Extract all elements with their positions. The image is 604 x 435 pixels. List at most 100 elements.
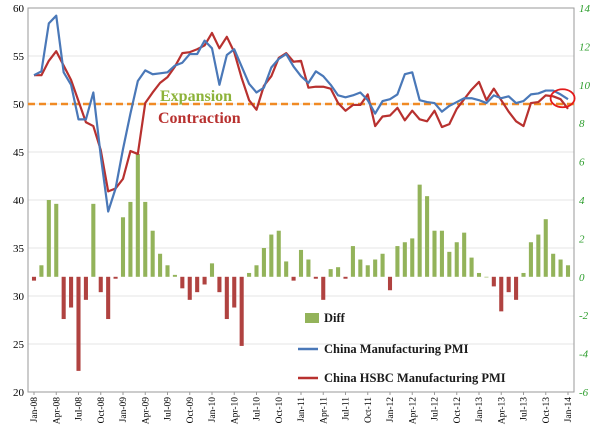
x-tick-label: Jul-12 — [431, 397, 441, 421]
diff-bar — [402, 242, 407, 277]
left-y-tick-label: 20 — [13, 387, 25, 399]
right-y-tick-label: 6 — [579, 157, 585, 169]
x-tick-label: Jan-11 — [297, 397, 307, 422]
diff-bar — [447, 251, 452, 277]
diff-bar — [291, 276, 296, 281]
left-y-tick-label: 55 — [13, 51, 25, 63]
diff-bar — [514, 276, 519, 300]
diff-bar — [358, 259, 363, 277]
right-y-tick-label: 0 — [579, 272, 585, 284]
x-tick-label: Apr-13 — [497, 397, 507, 424]
annotations: Expansion Contraction — [158, 88, 576, 127]
legend-label-official: China Manufacturing PMI — [324, 342, 469, 356]
diff-bar — [31, 276, 37, 281]
diff-bar — [491, 276, 496, 287]
expansion-label: Expansion — [160, 88, 232, 105]
x-tick-label: Jul-09 — [164, 397, 174, 421]
diff-bar — [239, 276, 244, 346]
diff-bar — [232, 276, 237, 308]
left-y-tick-label: 60 — [13, 3, 25, 15]
left-y-tick-label: 40 — [13, 195, 25, 207]
diff-bar — [425, 196, 430, 277]
official-pmi-line — [33, 14, 569, 213]
diff-bar — [276, 230, 281, 277]
hsbc-pmi-line — [34, 31, 569, 193]
diff-bar — [39, 265, 44, 277]
diff-bar — [120, 217, 126, 277]
diff-bar — [380, 253, 385, 277]
x-tick-label: Jan-12 — [386, 397, 396, 423]
x-tick-label: Apr-09 — [141, 397, 151, 424]
left-y-tick-label: 30 — [13, 291, 25, 303]
x-tick-label: Apr-12 — [408, 397, 418, 424]
pmi-lines — [33, 14, 569, 213]
diff-bar — [83, 276, 88, 300]
legend-swatch-diff — [305, 313, 319, 323]
diff-bar — [69, 276, 74, 308]
diff-bar — [469, 257, 474, 277]
x-tick-label: Jan-14 — [564, 397, 574, 423]
left-y-tick-label: 45 — [13, 147, 25, 159]
diff-bar — [432, 230, 437, 277]
diff-bar — [106, 276, 111, 320]
diff-bar — [76, 276, 81, 371]
diff-bar — [343, 276, 348, 279]
diff-bar — [91, 203, 96, 277]
diff-bar — [209, 263, 215, 277]
legend: Diff China Manufacturing PMI China HSBC Ma… — [298, 311, 506, 385]
x-tick-label: Jul-08 — [75, 397, 85, 421]
diff-bar — [536, 234, 541, 277]
diff-bar — [462, 232, 467, 277]
diff-bar — [98, 276, 103, 293]
right-y-tick-label: 12 — [579, 41, 591, 53]
diff-bar — [54, 203, 59, 277]
diff-bar — [373, 259, 378, 277]
left-y-tick-label: 35 — [13, 243, 25, 255]
x-tick-label: Oct-13 — [542, 397, 552, 424]
diff-bar — [135, 153, 140, 277]
x-tick-label: Apr-10 — [230, 397, 240, 424]
diff-bar — [261, 248, 266, 277]
legend-label-hsbc: China HSBC Manufacturing PMI — [324, 371, 506, 385]
diff-bar — [202, 276, 207, 285]
legend-label-diff: Diff — [324, 311, 346, 325]
diff-bar — [528, 242, 533, 277]
x-tick-label: Oct-10 — [275, 397, 285, 424]
diff-bar — [254, 265, 259, 277]
diff-bar — [387, 276, 393, 291]
right-y-tick-label: 8 — [579, 118, 585, 130]
right-y-tick-label: -2 — [579, 310, 589, 322]
diff-bar — [284, 261, 289, 277]
diff-bar — [150, 230, 155, 277]
diff-bar — [313, 276, 318, 279]
x-tick-label: Jul-10 — [253, 397, 263, 421]
diff-bar — [306, 259, 311, 277]
right-y-tick-label: 14 — [579, 3, 591, 15]
diff-bar — [269, 234, 274, 277]
diff-bar — [321, 276, 326, 300]
diff-bar — [113, 276, 118, 279]
diff-bar — [172, 274, 177, 277]
x-tick-label: Apr-11 — [319, 397, 329, 424]
right-y-tick-label: 4 — [579, 195, 585, 207]
diff-bar — [558, 259, 563, 277]
diff-bar — [499, 276, 504, 312]
x-tick-label: Oct-12 — [453, 397, 463, 424]
x-tick-label: Jan-13 — [475, 397, 485, 423]
x-tick-label: Oct-11 — [364, 397, 374, 423]
diff-bar — [410, 238, 415, 277]
right-y-tick-label: 10 — [579, 80, 591, 92]
x-tick-label: Oct-09 — [186, 397, 196, 424]
diff-bar — [439, 230, 444, 277]
x-tick-label: Apr-08 — [52, 397, 62, 424]
diff-bar — [217, 276, 222, 293]
x-tick-label: Jan-10 — [208, 397, 218, 423]
diff-bar — [543, 219, 548, 277]
diff-bar — [187, 276, 192, 300]
x-axis: Jan-08 Apr-08 Jul-08 Oct-08 Jan-09 Apr-09 Jul-… — [30, 392, 574, 424]
diff-bar — [565, 265, 571, 277]
diff-bar — [195, 276, 200, 293]
diff-bar — [158, 253, 163, 277]
contraction-label: Contraction — [158, 110, 241, 127]
diff-bar — [247, 272, 252, 277]
